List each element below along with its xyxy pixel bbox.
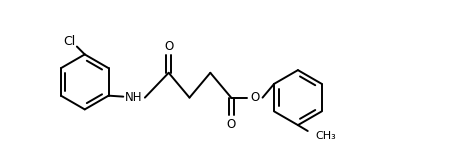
Text: NH: NH	[125, 91, 143, 104]
Text: O: O	[227, 118, 236, 131]
Text: CH₃: CH₃	[315, 131, 336, 141]
Text: O: O	[250, 91, 259, 104]
Text: Cl: Cl	[63, 35, 75, 48]
Text: O: O	[164, 40, 173, 53]
